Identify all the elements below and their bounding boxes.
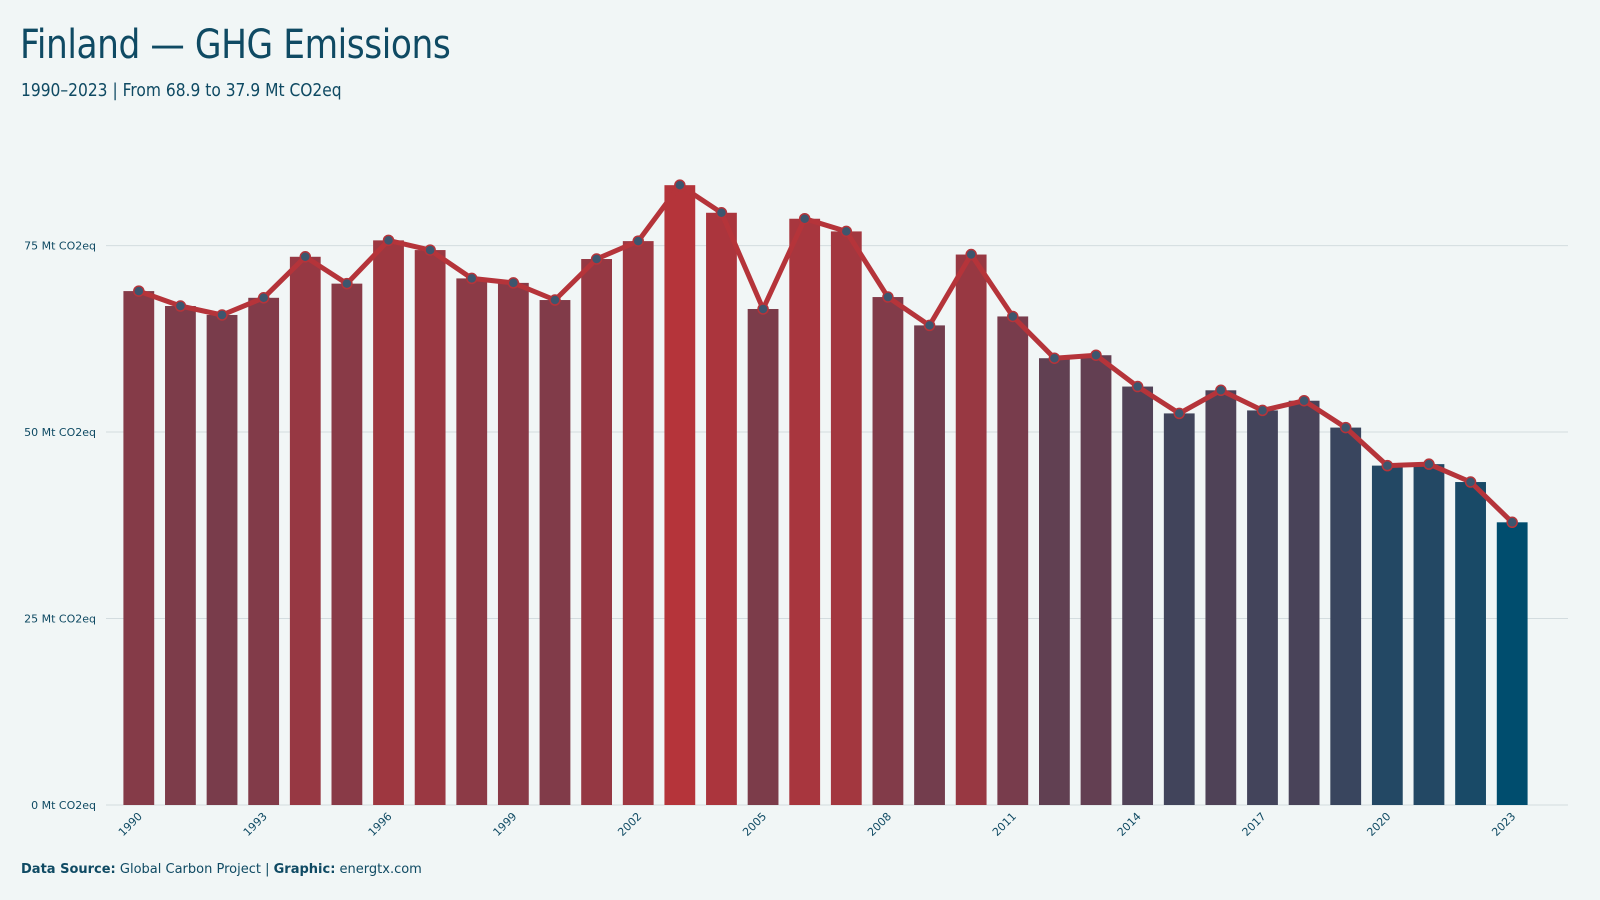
bar <box>747 308 779 805</box>
bar <box>331 283 363 805</box>
source-value: Global Carbon Project <box>119 862 261 877</box>
bar <box>206 314 238 805</box>
x-tick-label: 1990 <box>116 810 145 839</box>
trend-point <box>715 207 728 219</box>
bar <box>914 325 945 805</box>
bar <box>165 306 196 805</box>
trend-point <box>1131 380 1144 393</box>
bar <box>1080 355 1112 805</box>
trend-point <box>382 234 395 247</box>
bar <box>1496 522 1528 805</box>
chart-subtitle: 1990–2023 | From 68.9 to 37.9 Mt CO2eq <box>21 80 342 101</box>
trend-point <box>1464 476 1477 488</box>
trend-point <box>1048 352 1061 364</box>
bar <box>1330 427 1362 805</box>
trend-point <box>133 285 145 297</box>
trend-points <box>133 179 1518 529</box>
bar <box>1205 390 1237 805</box>
trend-point <box>1381 459 1394 472</box>
trend-point <box>1173 407 1185 420</box>
trend-point <box>507 277 520 289</box>
bar <box>1247 410 1278 805</box>
x-tick-label: 2020 <box>1364 810 1393 839</box>
x-tick-label: 2011 <box>990 810 1019 839</box>
trend-point <box>923 319 936 332</box>
footer-credits: Data Source: Global Carbon Project | Gra… <box>21 862 422 877</box>
trend-point <box>1090 349 1102 361</box>
trend-point <box>840 225 853 238</box>
trend-point <box>299 251 312 263</box>
trend-point <box>882 291 894 303</box>
trend-point <box>216 309 228 321</box>
bar <box>830 231 862 805</box>
bar <box>497 282 529 806</box>
bar <box>1163 413 1195 805</box>
source-label: Data Source: <box>21 862 116 877</box>
bar <box>997 316 1029 805</box>
y-tick-label: 0 Mt CO2eq <box>31 799 96 812</box>
bar <box>248 297 280 805</box>
footer-separator: | <box>265 862 270 877</box>
trend-point <box>424 244 436 256</box>
bar <box>622 241 654 806</box>
bar <box>1371 465 1403 805</box>
bar <box>955 254 987 805</box>
graphic-value: energtx.com <box>339 862 422 877</box>
trend-point <box>549 294 561 306</box>
x-tick-label: 2008 <box>865 810 894 839</box>
trend-point <box>174 300 187 312</box>
bar <box>373 240 404 805</box>
trend-point <box>341 277 353 290</box>
bar <box>664 185 696 806</box>
y-tick-label: 25 Mt CO2eq <box>24 613 96 626</box>
x-tick-label: 1993 <box>241 810 270 839</box>
y-axis: 0 Mt CO2eq 25 Mt CO2eq 50 Mt CO2eq 75 Mt CO… <box>24 240 96 812</box>
trend-point <box>965 248 977 261</box>
trend-point <box>1256 404 1269 417</box>
trend-point <box>757 303 769 315</box>
chart-title: Finland — GHG Emissions <box>20 22 451 68</box>
bar <box>706 212 737 805</box>
x-tick-label: 2002 <box>615 810 644 839</box>
trend-point <box>1007 310 1019 323</box>
y-tick-label: 50 Mt CO2eq <box>24 426 96 439</box>
trend-point <box>1298 394 1310 407</box>
trend-point <box>632 235 644 247</box>
bar <box>539 300 571 805</box>
x-axis: 1990 1993 1996 1999 2002 2005 2008 2011 2014 2017… <box>116 810 1518 839</box>
bar <box>1455 482 1486 805</box>
trend-point <box>257 292 270 304</box>
trend-point <box>674 179 686 191</box>
bar <box>581 259 613 805</box>
x-tick-label: 2023 <box>1489 810 1518 839</box>
bar <box>1038 358 1070 805</box>
trend-line <box>137 182 1514 525</box>
trend-point <box>798 212 811 225</box>
bar <box>1413 464 1445 805</box>
bar <box>414 250 446 805</box>
trend-point <box>1506 516 1518 529</box>
bar <box>789 218 821 806</box>
trend-point <box>590 253 603 265</box>
x-tick-label: 2014 <box>1115 810 1144 839</box>
trend-point <box>1339 421 1352 434</box>
x-tick-label: 2005 <box>740 810 769 839</box>
trend-point <box>1423 458 1435 470</box>
trend-point <box>1215 384 1227 397</box>
x-tick-label: 1999 <box>490 810 519 839</box>
bar <box>289 256 321 805</box>
bar <box>456 278 488 805</box>
trend-point <box>466 272 478 285</box>
bar <box>872 297 904 805</box>
bar <box>1288 400 1320 805</box>
y-tick-label: 75 Mt CO2eq <box>24 240 96 253</box>
x-tick-label: 1996 <box>366 810 395 839</box>
graphic-label: Graphic: <box>273 862 336 877</box>
bar <box>1122 386 1154 805</box>
x-tick-label: 2017 <box>1240 810 1269 839</box>
bar <box>123 291 155 806</box>
bars <box>123 185 1528 806</box>
